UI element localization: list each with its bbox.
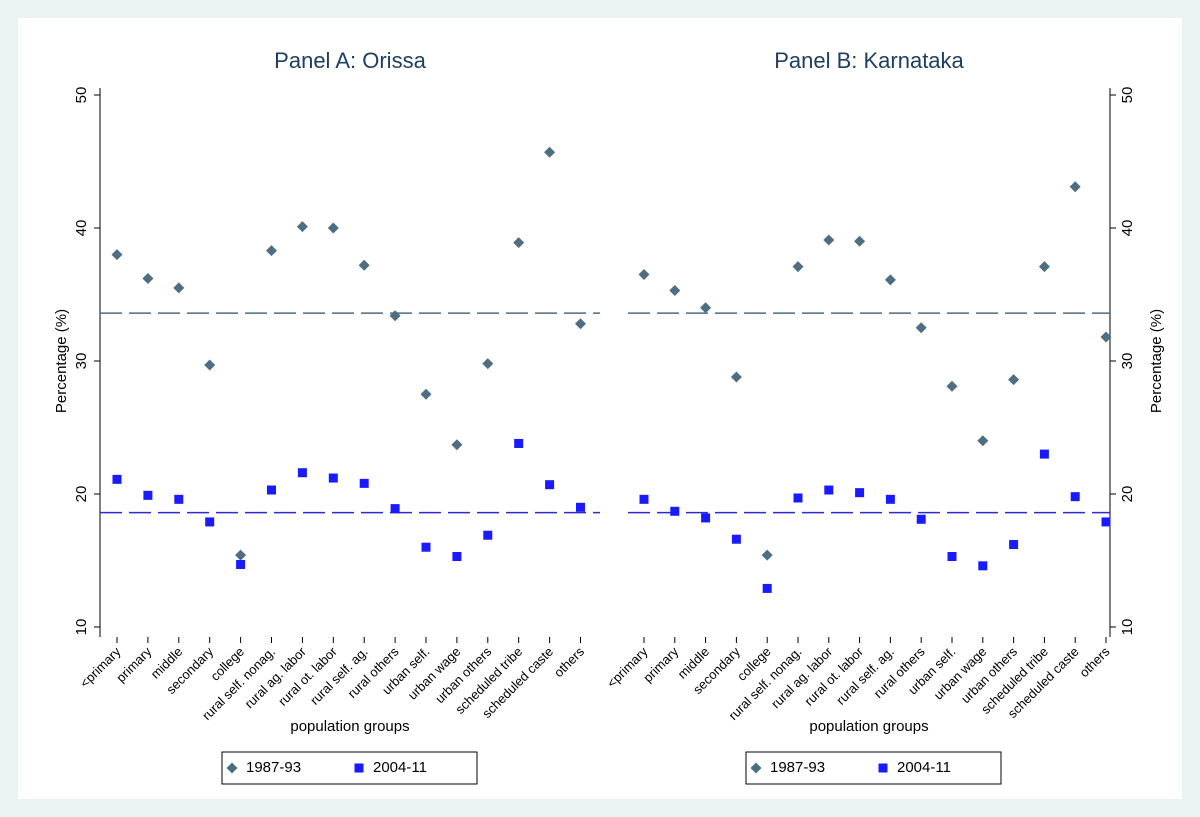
data-point [878,763,888,773]
data-point [142,273,154,285]
data-point [205,517,215,527]
data-point [885,494,895,504]
data-point [482,358,494,370]
data-point [328,473,338,483]
data-point [575,318,586,330]
data-point [1038,261,1050,273]
data-point [513,237,525,249]
data-point [947,552,957,562]
data-point [670,506,680,516]
data-point [420,388,432,400]
y-tick-label: 20 [1119,486,1136,503]
y-tick-label: 40 [1119,220,1136,237]
data-point [700,302,712,314]
data-point [235,549,247,561]
data-point [112,474,122,484]
data-point [111,249,123,261]
data-point [762,583,772,593]
data-point [390,504,400,514]
panel-title: Panel A: Orissa [274,48,426,73]
legend-label: 2004-11 [373,759,427,776]
data-point [226,762,238,774]
data-point [701,513,711,523]
legend-box [745,751,1002,785]
data-point [855,488,865,498]
data-point [669,285,681,297]
data-point [1100,331,1112,343]
data-point [823,234,835,246]
y-tick-label: 50 [1119,87,1136,104]
data-point [1069,181,1081,193]
legend-box [221,751,478,785]
data-point [544,146,556,158]
data-point [297,468,307,478]
data-point [204,359,216,371]
data-point [761,549,773,561]
data-point [1070,492,1080,502]
data-point [545,480,555,490]
legend-label: 1987-93 [246,759,301,776]
data-point [296,221,308,233]
data-point [354,763,364,773]
data-point [639,494,649,504]
data-point [977,435,989,447]
data-point [1008,374,1020,386]
data-point [389,310,401,322]
data-point [731,534,741,544]
data-point [638,269,650,281]
data-point [1009,540,1019,550]
y-tick-label: 50 [73,87,90,104]
data-point [421,542,431,552]
data-point [1039,449,1049,459]
data-point [143,490,153,500]
data-point [750,762,762,774]
plot-background [18,18,1182,799]
data-point [915,322,927,334]
data-point [483,530,493,540]
y-tick-label: 40 [73,220,90,237]
y-tick-label: 30 [73,353,90,370]
data-point [1101,517,1111,527]
data-point [884,274,896,286]
data-point [452,552,462,562]
data-point [359,478,369,488]
legend-label: 2004-11 [897,759,951,776]
data-point [946,380,958,392]
data-point [916,514,926,524]
data-point [174,494,184,504]
x-axis-label: population groups [809,718,928,735]
data-point [236,559,246,569]
y-tick-label: 30 [1119,353,1136,370]
y-tick-label: 20 [73,486,90,503]
data-point [451,439,463,451]
data-point [978,561,988,571]
y-tick-label: 10 [1119,619,1136,636]
data-point [793,493,803,503]
data-point [824,485,834,495]
data-point [854,235,866,247]
data-point [173,282,185,294]
data-point [576,502,585,512]
legend-label: 1987-93 [770,759,825,776]
data-point [267,485,276,495]
data-point [327,222,339,234]
x-axis-label: population groups [290,718,409,735]
data-point [266,245,277,257]
data-point [792,261,804,273]
panel-title: Panel B: Karnataka [774,48,964,73]
data-point [358,259,370,271]
y-axis-label: Percentage (%) [53,309,70,413]
y-tick-label: 10 [73,619,90,636]
data-point [514,438,524,448]
y-axis-label: Percentage (%) [1148,309,1165,413]
data-point [730,371,742,383]
